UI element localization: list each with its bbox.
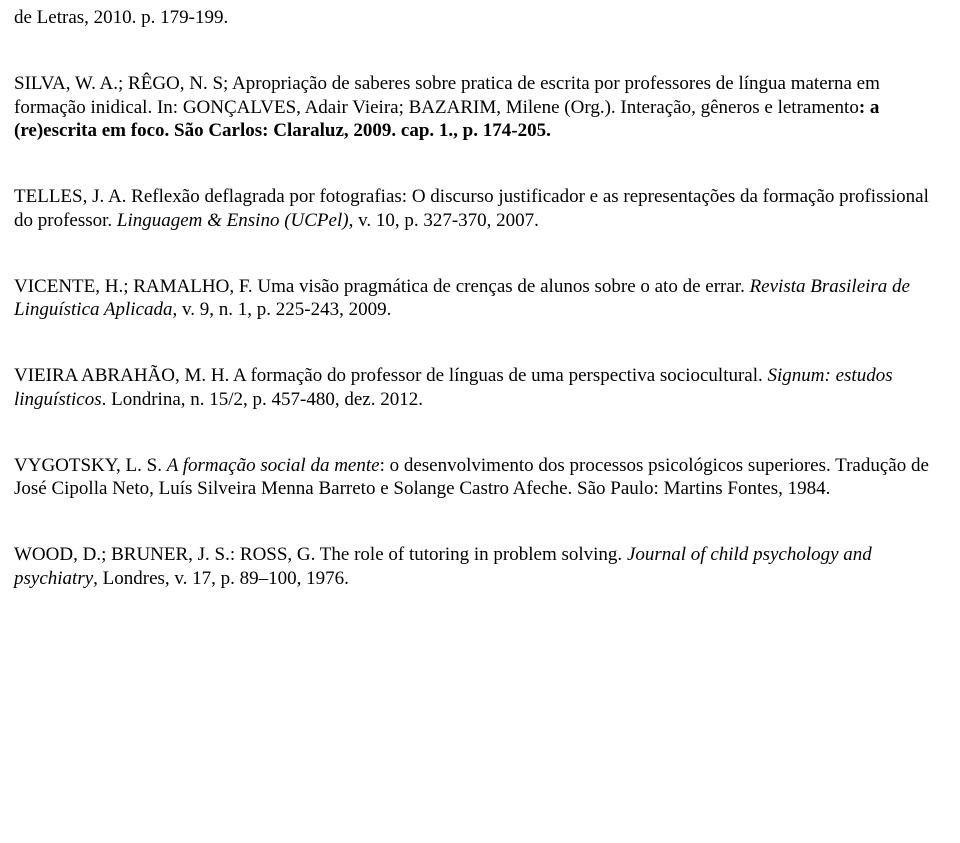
ref-text: de Letras, 2010. p. 179-199.	[14, 7, 228, 28]
ref-text: . Londrina, n. 15/2, p. 457-480, dez. 20…	[102, 389, 423, 410]
reference-fragment: de Letras, 2010. p. 179-199.	[14, 6, 946, 30]
ref-text: , Londres, v. 17, p. 89–100, 1976.	[93, 568, 349, 589]
reference-entry: TELLES, J. A. Reflexão deflagrada por fo…	[14, 185, 946, 233]
reference-entry: VIEIRA ABRAHÃO, M. H. A formação do prof…	[14, 364, 946, 412]
ref-italic: Linguagem & Ensino (UCPel)	[117, 210, 349, 231]
ref-text: VIEIRA ABRAHÃO, M. H. A formação do prof…	[14, 365, 768, 386]
ref-text: SILVA, W. A.; RÊGO, N. S; Apropriação de…	[14, 73, 880, 118]
ref-text: WOOD, D.; BRUNER, J. S.: ROSS, G. The ro…	[14, 544, 627, 565]
reference-entry: VICENTE, H.; RAMALHO, F. Uma visão pragm…	[14, 275, 946, 323]
reference-entry: SILVA, W. A.; RÊGO, N. S; Apropriação de…	[14, 72, 946, 143]
ref-text: , v. 10, p. 327-370, 2007.	[349, 210, 539, 231]
reference-entry: VYGOTSKY, L. S. A formação social da men…	[14, 454, 946, 502]
ref-italic: A formação social da mente	[167, 455, 380, 476]
ref-text: VYGOTSKY, L. S.	[14, 455, 167, 476]
ref-text: VICENTE, H.; RAMALHO, F. Uma visão pragm…	[14, 276, 750, 297]
ref-text: , v. 9, n. 1, p. 225-243, 2009.	[173, 299, 392, 320]
reference-entry: WOOD, D.; BRUNER, J. S.: ROSS, G. The ro…	[14, 543, 946, 591]
